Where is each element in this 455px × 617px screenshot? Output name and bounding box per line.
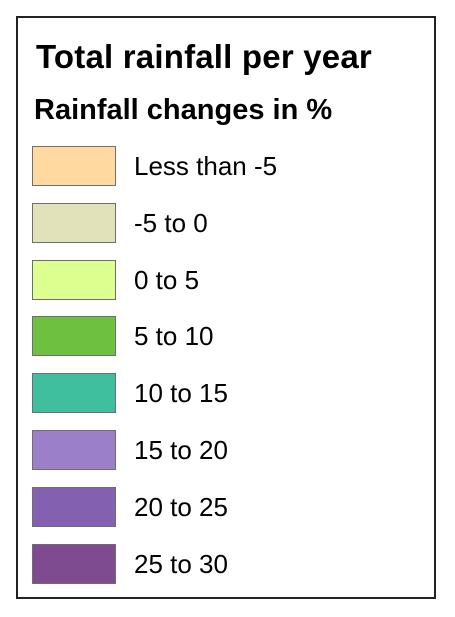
legend-title: Total rainfall per year — [36, 38, 372, 75]
legend-item-less-than-minus-5: Less than -5 — [32, 146, 422, 203]
legend-item-25-to-30: 25 to 30 — [32, 543, 422, 601]
legend-swatch — [32, 429, 116, 470]
legend-item-minus-5-to-0: -5 to 0 — [32, 202, 422, 260]
legend-label: 25 to 30 — [134, 548, 228, 579]
legend-panel: Total rainfall per year Rainfall changes… — [16, 16, 436, 599]
legend-swatch — [32, 373, 116, 414]
legend-swatch — [32, 543, 116, 584]
legend-item-10-to-15: 10 to 15 — [32, 373, 422, 430]
legend-item-15-to-20: 15 to 20 — [32, 429, 422, 487]
legend-item-20-to-25: 20 to 25 — [32, 486, 422, 544]
legend-swatch — [32, 202, 116, 243]
legend-label: Less than -5 — [134, 151, 278, 181]
legend-item-0-to-5: 0 to 5 — [32, 259, 422, 317]
legend-swatch — [32, 259, 116, 300]
legend-label: 15 to 20 — [134, 434, 228, 465]
legend-items: Less than -5 -5 to 0 0 to 5 5 to 10 10 t… — [32, 146, 422, 600]
legend-swatch — [32, 316, 116, 357]
legend-label: -5 to 0 — [134, 207, 208, 238]
legend-label: 5 to 10 — [134, 321, 214, 352]
legend-swatch — [32, 486, 116, 527]
legend-subtitle: Rainfall changes in % — [34, 94, 333, 126]
legend-label: 0 to 5 — [134, 264, 200, 295]
legend-label: 20 to 25 — [134, 491, 228, 522]
legend-label: 10 to 15 — [134, 378, 228, 409]
legend-item-5-to-10: 5 to 10 — [32, 316, 422, 373]
legend-swatch — [32, 146, 116, 186]
